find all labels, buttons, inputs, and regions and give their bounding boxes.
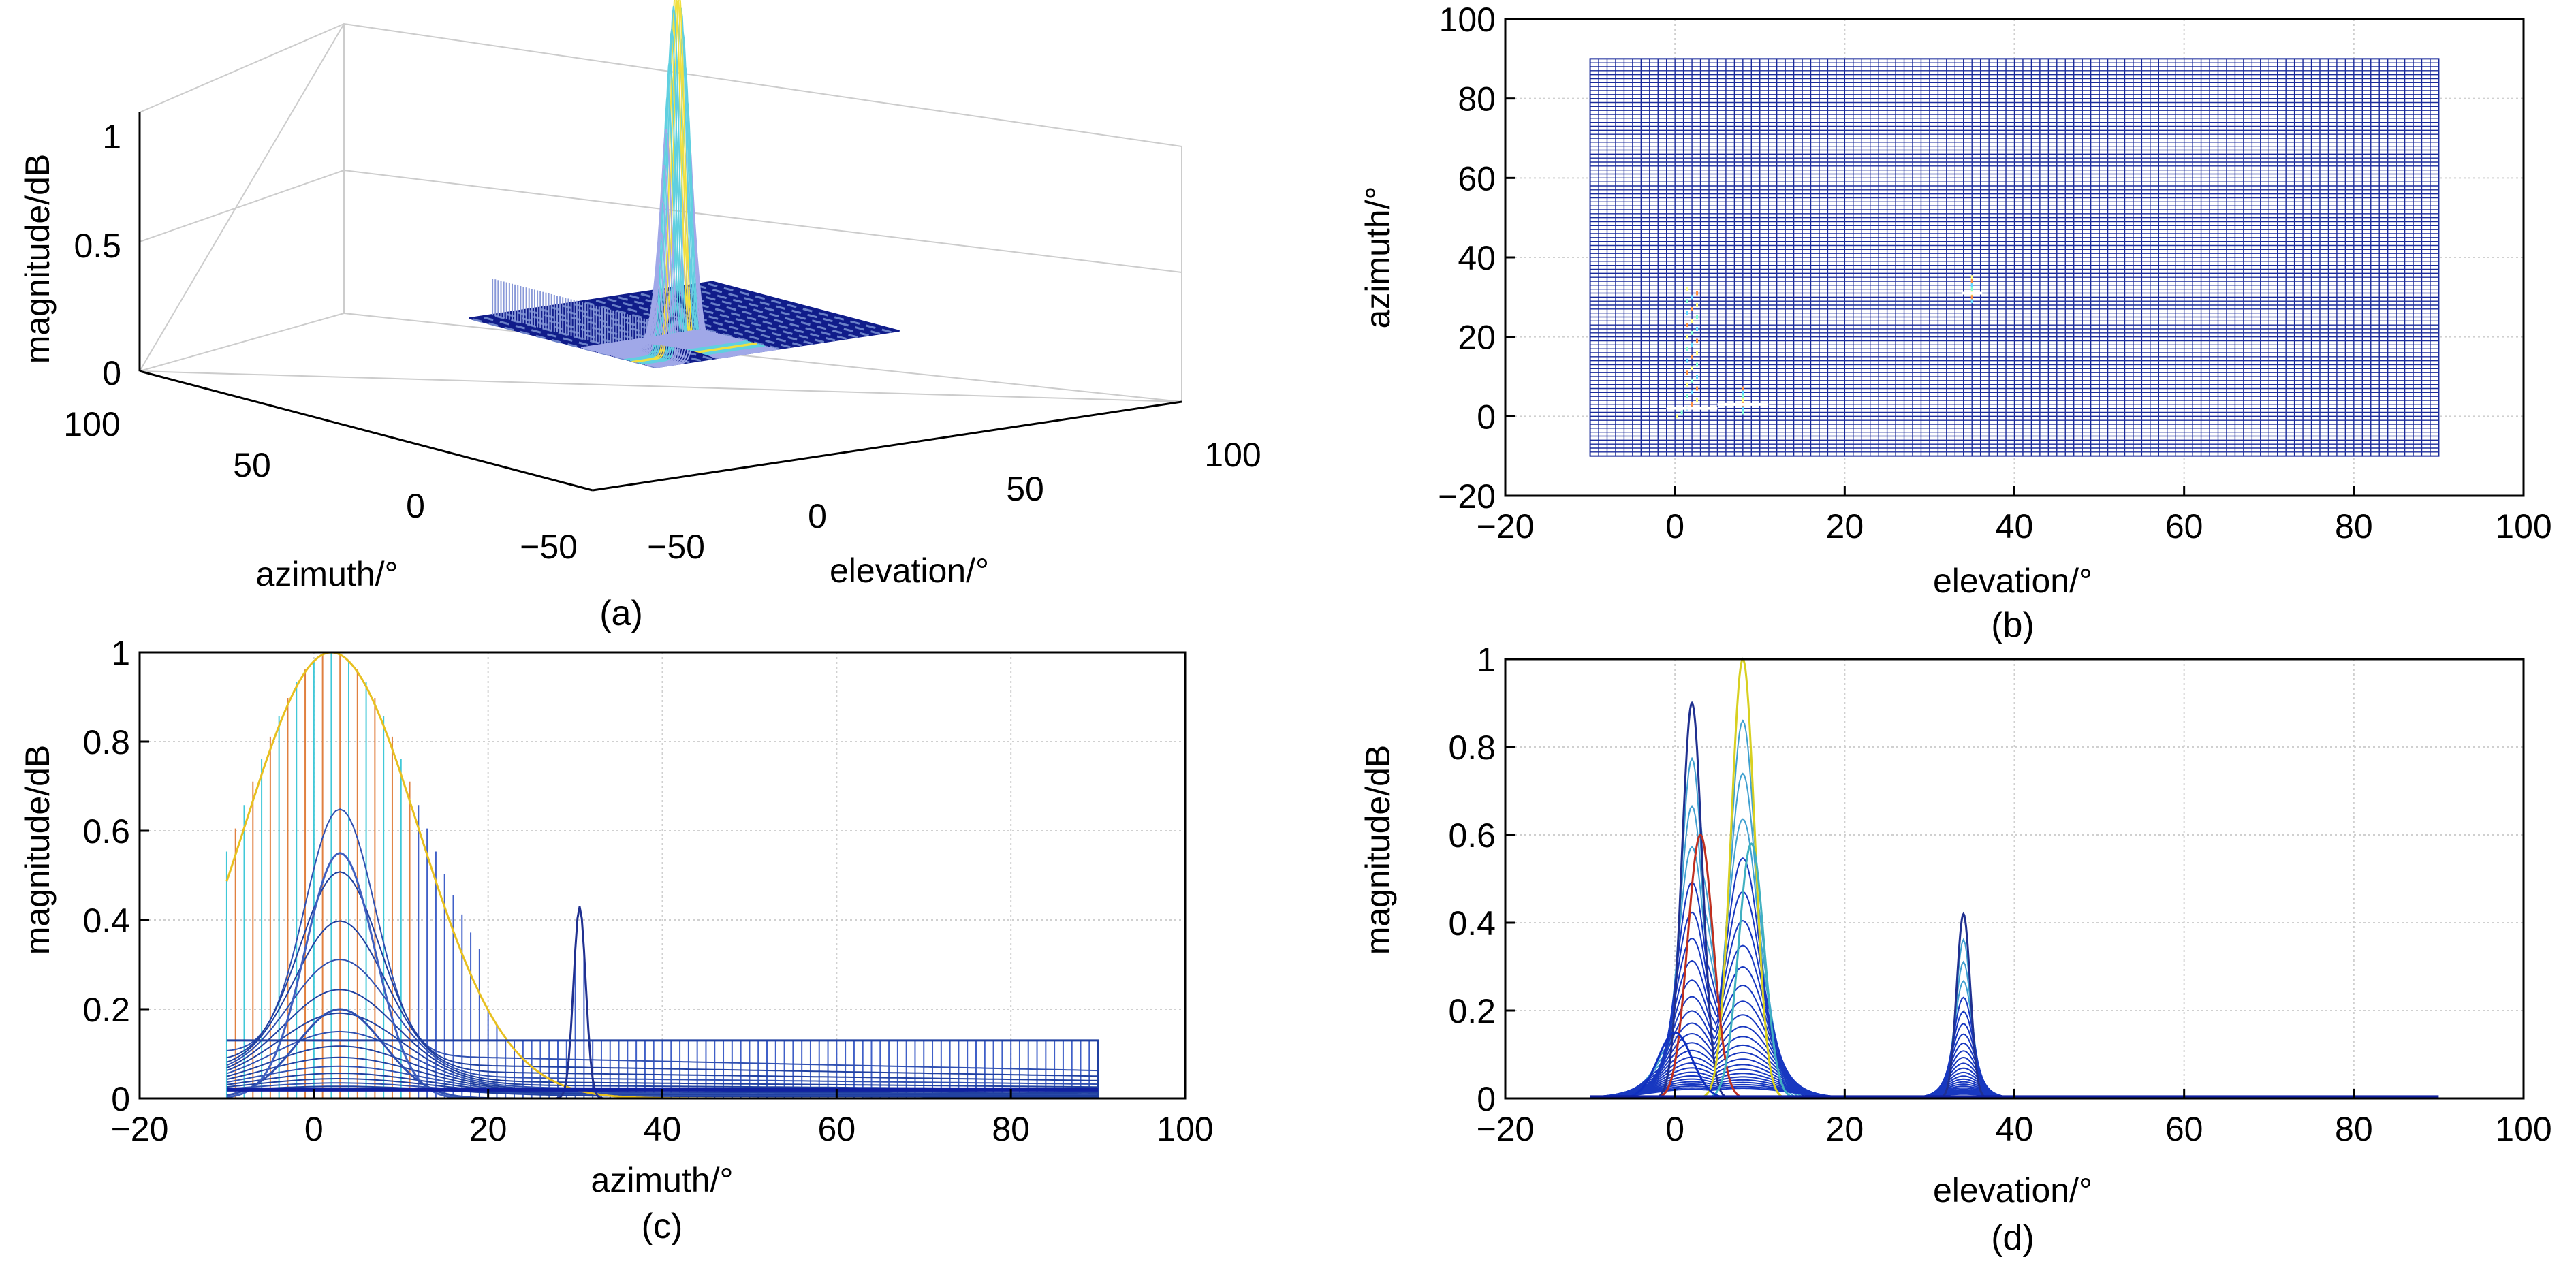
a-ytick-0: 100 bbox=[63, 405, 120, 443]
b-ytick-label: 60 bbox=[1458, 159, 1496, 197]
b-ticks: −20 0 20 40 60 80 100 −20 0 20 40 60 80 100 bbox=[1438, 1, 2552, 545]
d-ytick-label: 0.6 bbox=[1448, 816, 1496, 855]
b-ytick-label: 100 bbox=[1439, 1, 1496, 39]
d-ylabel: magnitude/dB bbox=[1359, 745, 1397, 955]
c-ytick-label: 0 bbox=[111, 1080, 130, 1118]
c-xtick-label: 40 bbox=[644, 1110, 682, 1148]
c-xtick-label: 60 bbox=[818, 1110, 856, 1148]
d-xtick-label: 80 bbox=[2335, 1110, 2373, 1148]
c-xtick-label: 20 bbox=[469, 1110, 507, 1148]
a-peak-profile bbox=[605, 330, 727, 355]
c-xtick-label: −20 bbox=[111, 1110, 169, 1148]
d-xtick-label: −20 bbox=[1477, 1110, 1535, 1148]
c-ytick-label: 0.8 bbox=[82, 723, 130, 761]
a-caption: (a) bbox=[599, 594, 643, 633]
d-ytick-label: 1 bbox=[1477, 641, 1496, 679]
b-xtick-label: 60 bbox=[2165, 507, 2203, 545]
a-surface-mesh bbox=[468, 0, 900, 369]
d-ytick-label: 0 bbox=[1477, 1080, 1496, 1118]
a-ztick-1: 0.5 bbox=[74, 227, 121, 265]
b-ytick-label: 0 bbox=[1477, 398, 1496, 436]
a-xlabel: elevation/° bbox=[830, 552, 989, 590]
a-peak-profile bbox=[597, 333, 720, 353]
c-xtick-label: 0 bbox=[304, 1110, 324, 1148]
a-ylabel: azimuth/° bbox=[256, 555, 398, 593]
a-peak-profile bbox=[592, 332, 714, 351]
d-xtick-label: 40 bbox=[1996, 1110, 2034, 1148]
d-grid bbox=[1505, 659, 2524, 1098]
c-family-curve bbox=[226, 958, 1099, 1085]
a-ytick-3: −50 bbox=[520, 528, 578, 566]
panel-a-surface: 0 0.5 1 0 50 100 100 50 0 −50 −50 azimut… bbox=[18, 0, 1261, 633]
a-peak-profile bbox=[580, 328, 704, 349]
b-xtick-label: 20 bbox=[1826, 507, 1864, 545]
b-caption: (b) bbox=[1991, 605, 2035, 645]
b-ytick-label: 80 bbox=[1458, 80, 1496, 118]
d-ytick-label: 0.4 bbox=[1448, 904, 1496, 942]
b-ytick-label: 40 bbox=[1458, 239, 1496, 277]
c-ytick-label: 0.4 bbox=[82, 902, 130, 940]
b-xtick-label: 100 bbox=[2495, 507, 2551, 545]
d-caption: (d) bbox=[1991, 1218, 2035, 1258]
d-ytick-label: 0.8 bbox=[1448, 729, 1496, 767]
c-ylabel: magnitude/dB bbox=[18, 745, 57, 955]
c-family-curve bbox=[226, 871, 1099, 1077]
a-peak-profile bbox=[586, 330, 709, 350]
c-xtick-label: 80 bbox=[992, 1110, 1030, 1148]
a-peak-profile bbox=[588, 330, 711, 351]
b-ylabel: azimuth/° bbox=[1359, 187, 1397, 329]
b-xtick-label: 40 bbox=[1996, 507, 2034, 545]
b-xtick-label: −20 bbox=[1477, 507, 1535, 545]
c-ytick-label: 1 bbox=[111, 634, 130, 672]
a-ztick-2: 1 bbox=[102, 118, 121, 156]
a-peak-profile bbox=[595, 332, 719, 353]
panel-b-mesh: −20 0 20 40 60 80 100 −20 0 20 40 60 80 100 elevation… bbox=[1359, 1, 2552, 645]
c-family-curve bbox=[226, 920, 1099, 1081]
a-ztick-0: 0 bbox=[102, 354, 121, 392]
a-zlabel: magnitude/dB bbox=[18, 154, 57, 364]
b-mesh bbox=[1589, 58, 2440, 457]
a-xtick-extra: −50 bbox=[647, 528, 705, 566]
d-xlabel: elevation/° bbox=[1933, 1171, 2092, 1209]
b-xtick-label: 0 bbox=[1665, 507, 1684, 545]
a-xtick-0: 0 bbox=[808, 497, 827, 535]
c-caption: (c) bbox=[642, 1207, 683, 1246]
b-xtick-label: 80 bbox=[2335, 507, 2373, 545]
a-peak-profile bbox=[599, 334, 722, 353]
d-xtick-label: 0 bbox=[1665, 1110, 1684, 1148]
a-xtick-1: 50 bbox=[1006, 470, 1044, 508]
c-series-floor bbox=[226, 1039, 1099, 1098]
d-ytick-label: 0.2 bbox=[1448, 992, 1496, 1030]
b-ytick-label: 20 bbox=[1458, 319, 1496, 357]
a-peak-profile bbox=[582, 329, 705, 349]
a-axis-lines bbox=[138, 112, 1182, 492]
c-ytick-label: 0.2 bbox=[82, 991, 130, 1029]
a-peak-profile bbox=[601, 334, 724, 354]
a-peak-profile bbox=[590, 331, 712, 351]
d-xtick-label: 60 bbox=[2165, 1110, 2203, 1148]
a-xtick-2: 100 bbox=[1204, 436, 1261, 474]
a-ytick-1: 50 bbox=[233, 446, 271, 484]
a-ytick-2: 0 bbox=[406, 487, 425, 525]
c-xlabel: azimuth/° bbox=[591, 1161, 734, 1199]
d-xtick-label: 100 bbox=[2495, 1110, 2551, 1148]
a-peak-profile bbox=[584, 330, 707, 350]
a-peak-profile bbox=[594, 332, 717, 352]
d-xtick-label: 20 bbox=[1826, 1110, 1864, 1148]
b-xlabel: elevation/° bbox=[1933, 562, 2092, 600]
c-family-curve bbox=[226, 808, 1099, 1072]
c-ytick-label: 0.6 bbox=[82, 812, 130, 851]
c-family-curve bbox=[226, 989, 1099, 1088]
c-xtick-label: 100 bbox=[1157, 1110, 1213, 1148]
b-ytick-label: −20 bbox=[1438, 477, 1496, 515]
a-peak-profile bbox=[603, 334, 726, 355]
